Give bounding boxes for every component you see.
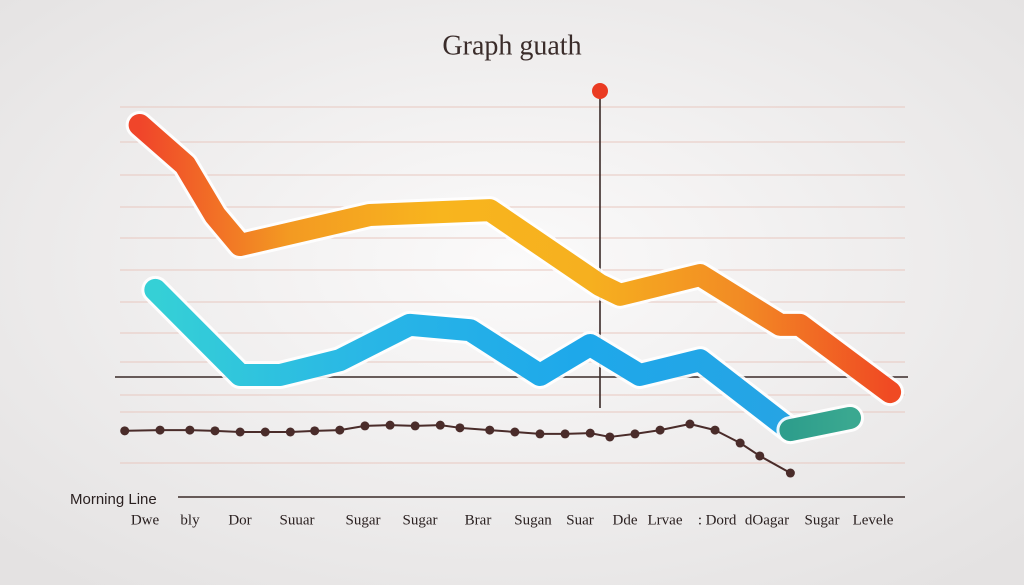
point — [335, 425, 345, 435]
point — [120, 426, 130, 436]
plot — [120, 110, 905, 478]
point — [260, 427, 270, 437]
x-tick-label: Sugar — [346, 512, 381, 528]
series-line — [128, 113, 902, 404]
x-tick-label: Suuar — [280, 512, 315, 528]
x-tick-label: : — [698, 512, 702, 528]
point — [235, 427, 245, 437]
point — [485, 425, 495, 435]
point — [185, 425, 195, 435]
point — [410, 421, 420, 431]
point — [285, 427, 295, 437]
x-tick-label: Levele — [853, 512, 894, 528]
point — [710, 425, 720, 435]
series-line — [144, 278, 802, 442]
point — [510, 427, 520, 437]
marker-dot — [592, 83, 608, 99]
x-tick-label: dOagar — [745, 512, 789, 528]
x-tick-label: Brar — [465, 512, 492, 528]
series-line — [779, 406, 862, 442]
point — [435, 420, 445, 430]
point — [735, 438, 745, 448]
point — [585, 428, 595, 438]
x-tick-label: Dord — [706, 512, 737, 528]
point — [385, 420, 395, 430]
point — [755, 451, 765, 461]
x-tick-label: Dor — [228, 512, 251, 528]
x-tick-label: bly — [180, 512, 200, 528]
axis-label: Morning Line — [70, 491, 157, 508]
x-tick-label: Suar — [566, 512, 594, 528]
x-tick-label: Dwe — [131, 512, 160, 528]
x-tick-label: Sugar — [403, 512, 438, 528]
x-tick-label: Lrvae — [648, 512, 683, 528]
point — [455, 423, 465, 433]
point — [210, 426, 220, 436]
x-tick-label: Sugar — [805, 512, 840, 528]
chart-title: Graph guath — [442, 30, 581, 61]
x-labels: Dwe bly Dor Suuar Sugar Sugar Brar Sugan… — [131, 512, 894, 528]
x-tick-label: Sugan — [514, 512, 552, 528]
point — [630, 429, 640, 439]
point — [605, 432, 615, 442]
point — [155, 425, 165, 435]
point — [535, 429, 545, 439]
point — [360, 421, 370, 431]
point — [655, 425, 665, 435]
point — [560, 429, 570, 439]
point — [685, 419, 695, 429]
point — [785, 468, 795, 478]
point — [310, 426, 320, 436]
x-tick-label: Dde — [613, 512, 638, 528]
